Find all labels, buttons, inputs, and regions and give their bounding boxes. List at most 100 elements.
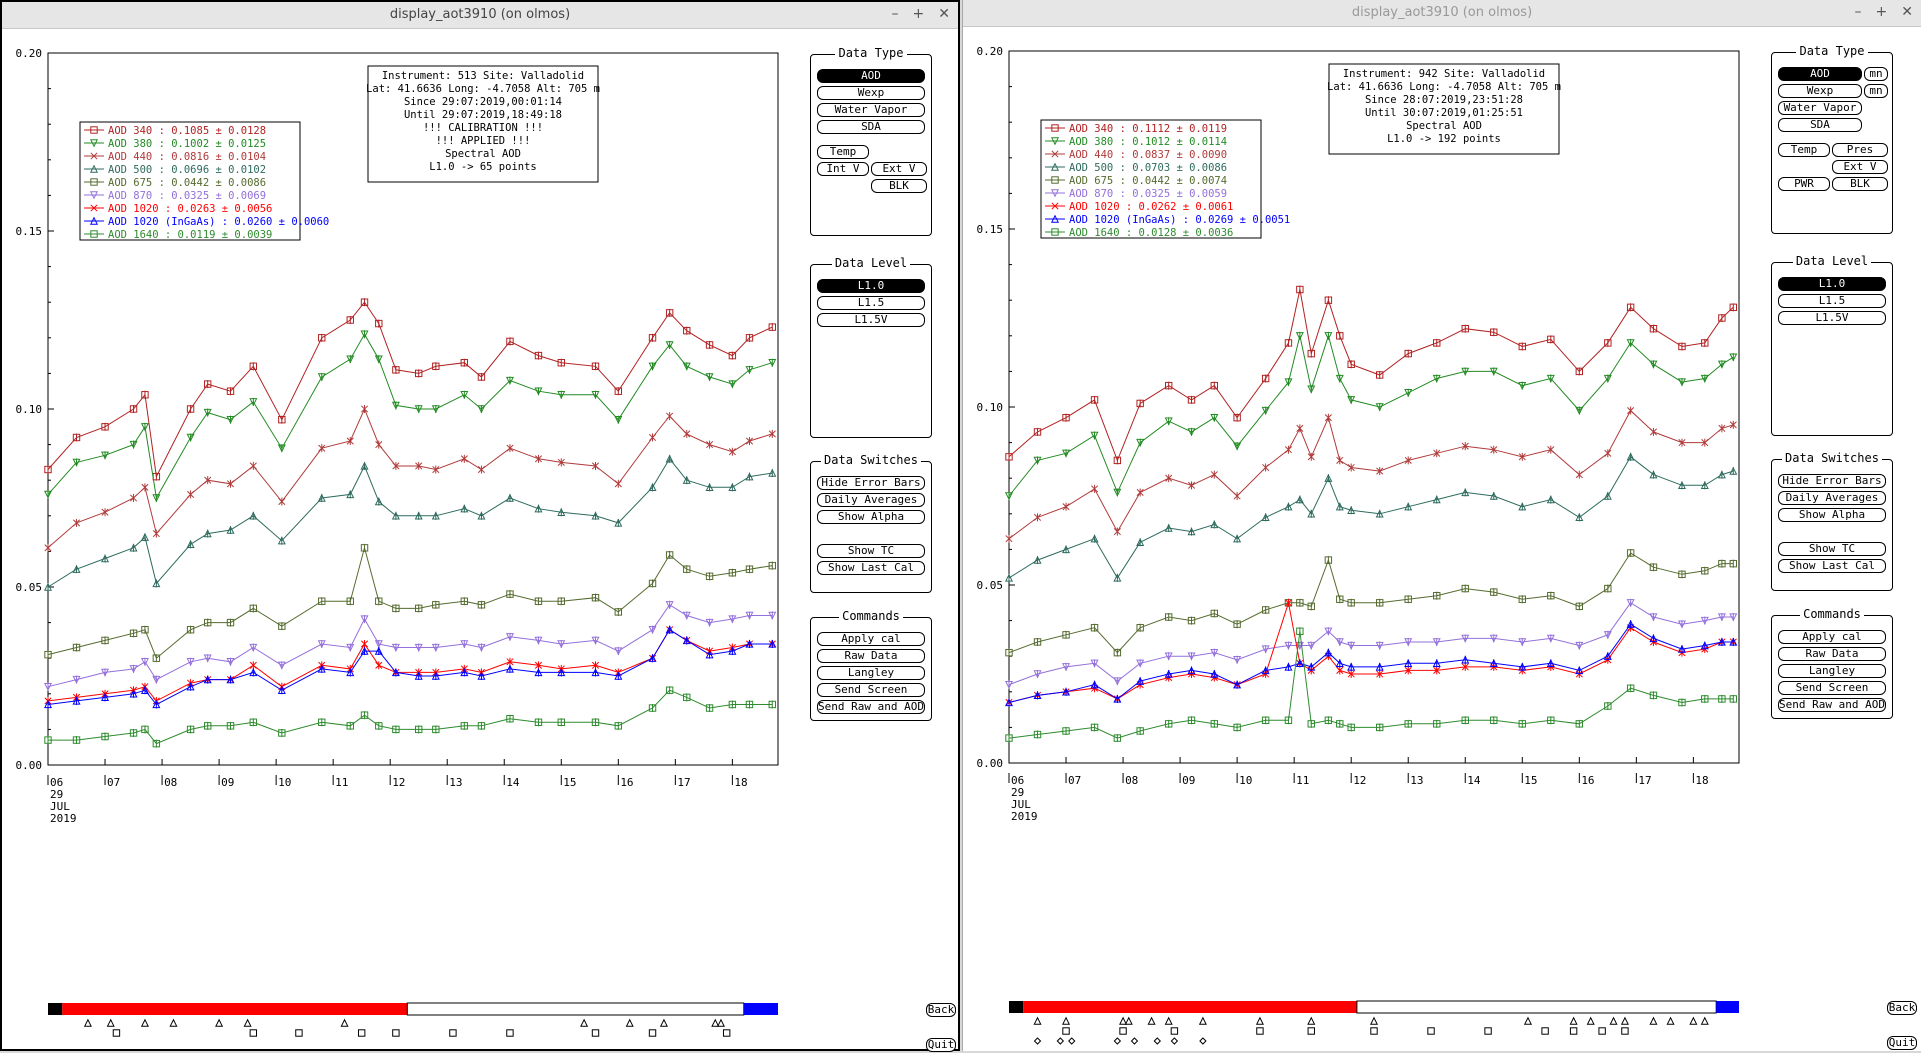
legend-label: AOD 340 : 0.1112 ± 0.0119 <box>1069 123 1227 135</box>
show-alpha-button[interactable]: Show Alpha <box>1778 508 1886 522</box>
show-last-cal-button[interactable]: Show Last Cal <box>1778 559 1886 573</box>
minimize-icon[interactable]: – <box>891 6 899 22</box>
series-aod-1020-ingaas- <box>43 625 777 709</box>
timeline-diamond <box>1113 1037 1122 1045</box>
temp-button[interactable]: Temp <box>817 145 869 159</box>
data-point <box>745 565 754 573</box>
raw-data-button[interactable]: Raw Data <box>817 649 925 663</box>
data-level-l1-0-button[interactable]: L1.0 <box>1778 277 1886 291</box>
data-type-sda-button[interactable]: SDA <box>817 120 925 134</box>
ext-v-button[interactable]: Ext V <box>1832 160 1888 174</box>
daily-averages-button[interactable]: Daily Averages <box>817 493 925 507</box>
data-level-l1-0-button[interactable]: L1.0 <box>817 279 925 293</box>
info-line: Spectral AOD <box>1406 120 1482 132</box>
data-point <box>414 671 423 680</box>
data-point <box>346 668 355 677</box>
timeline-triangle <box>1369 1016 1379 1025</box>
data-point <box>1187 716 1196 724</box>
apply-cal-button[interactable]: Apply cal <box>1778 630 1886 644</box>
data-point <box>1307 641 1316 650</box>
data-point <box>1347 670 1355 678</box>
legend-marker <box>90 126 98 134</box>
langley-button[interactable]: Langley <box>1778 664 1886 678</box>
data-point <box>360 298 369 306</box>
quit-button[interactable]: Quit <box>1887 1036 1917 1050</box>
date-label: 2019 <box>50 812 77 825</box>
legend-label: AOD 340 : 0.1085 ± 0.0128 <box>108 125 266 137</box>
send-raw-and-aod-button[interactable]: Send Raw and AOD <box>817 700 925 714</box>
legend-label: AOD 1020 (InGaAs) : 0.0260 ± 0.0060 <box>108 216 329 228</box>
quit-button[interactable]: Quit <box>926 1038 956 1052</box>
data-point <box>141 725 149 734</box>
int-v-button[interactable]: Int V <box>817 162 869 176</box>
data-point <box>728 351 737 360</box>
blk-button[interactable]: BLK <box>871 179 927 193</box>
show-tc-button[interactable]: Show TC <box>1778 542 1886 556</box>
data-type-wexp-button[interactable]: Wexp <box>817 86 925 100</box>
data-type-water-vapor-button[interactable]: Water Vapor <box>817 103 925 117</box>
send-screen-button[interactable]: Send Screen <box>817 683 925 697</box>
maximize-icon[interactable]: + <box>1875 4 1888 20</box>
back-button[interactable]: Back <box>1887 1001 1917 1015</box>
data-point <box>1404 720 1412 728</box>
legend-box <box>1040 119 1262 239</box>
show-tc-button[interactable]: Show TC <box>817 544 925 558</box>
hide-error-bars-button[interactable]: Hide Error Bars <box>817 476 925 490</box>
show-alpha-button[interactable]: Show Alpha <box>817 510 925 524</box>
legend-label: AOD 500 : 0.0703 ± 0.0086 <box>1069 162 1227 174</box>
data-point <box>728 569 737 577</box>
data-point <box>683 565 691 573</box>
data-level-l1-5v-button[interactable]: L1.5V <box>1778 311 1886 325</box>
data-point <box>226 722 235 730</box>
data-point <box>317 493 326 502</box>
titlebar-left[interactable]: display_aot3910 (on olmos) – + ✕ <box>2 2 958 29</box>
langley-button[interactable]: Langley <box>817 666 925 680</box>
maximize-icon[interactable]: + <box>912 6 925 22</box>
show-last-cal-button[interactable]: Show Last Cal <box>817 561 925 575</box>
data-level-l1-5-button[interactable]: L1.5 <box>1778 294 1886 308</box>
data-point <box>1627 407 1635 415</box>
data-point <box>1678 698 1686 707</box>
mn-button[interactable]: mn <box>1864 67 1888 81</box>
data-point <box>1284 446 1293 454</box>
data-point <box>72 643 81 652</box>
raw-data-button[interactable]: Raw Data <box>1778 647 1886 661</box>
data-point <box>591 636 600 645</box>
data-type-aod-button[interactable]: AOD <box>817 69 925 83</box>
apply-cal-button[interactable]: Apply cal <box>817 632 925 646</box>
ext-v-button[interactable]: Ext V <box>871 162 927 176</box>
timeline-triangle <box>1620 1016 1629 1025</box>
legend-marker <box>90 178 98 186</box>
data-point <box>506 444 514 452</box>
data-level-l1-5-button[interactable]: L1.5 <box>817 296 925 310</box>
data-point <box>1296 285 1304 294</box>
data-point <box>728 380 737 389</box>
data-type-sda-button[interactable]: SDA <box>1778 118 1862 132</box>
titlebar-right[interactable]: display_aot3910 (on olmos) – + ✕ <box>963 0 1921 27</box>
data-type-aod-button[interactable]: AOD <box>1778 67 1862 81</box>
data-point <box>1261 645 1270 654</box>
blk-button[interactable]: BLK <box>1832 177 1888 191</box>
series-aod-870 <box>43 600 777 691</box>
data-point <box>1626 339 1635 348</box>
data-point <box>683 430 691 438</box>
hide-error-bars-button[interactable]: Hide Error Bars <box>1778 474 1886 488</box>
data-type-water-vapor-button[interactable]: Water Vapor <box>1778 101 1862 115</box>
send-screen-button[interactable]: Send Screen <box>1778 681 1886 695</box>
mn-button[interactable]: mn <box>1864 84 1888 98</box>
close-icon[interactable]: ✕ <box>1901 4 1913 20</box>
close-icon[interactable]: ✕ <box>938 6 950 22</box>
pwr-button[interactable]: PWR <box>1778 177 1830 191</box>
x-tick-label: 12 <box>392 776 405 789</box>
legend-marker <box>1051 228 1059 236</box>
daily-averages-button[interactable]: Daily Averages <box>1778 491 1886 505</box>
send-raw-and-aod-button[interactable]: Send Raw and AOD <box>1778 698 1886 712</box>
pres-button[interactable]: Pres <box>1832 143 1888 157</box>
data-point <box>1090 659 1099 668</box>
data-point <box>557 640 566 649</box>
temp-button[interactable]: Temp <box>1778 143 1830 157</box>
minimize-icon[interactable]: – <box>1854 4 1862 20</box>
back-button[interactable]: Back <box>926 1003 956 1017</box>
data-level-l1-5v-button[interactable]: L1.5V <box>817 313 925 327</box>
data-type-wexp-button[interactable]: Wexp <box>1778 84 1862 98</box>
